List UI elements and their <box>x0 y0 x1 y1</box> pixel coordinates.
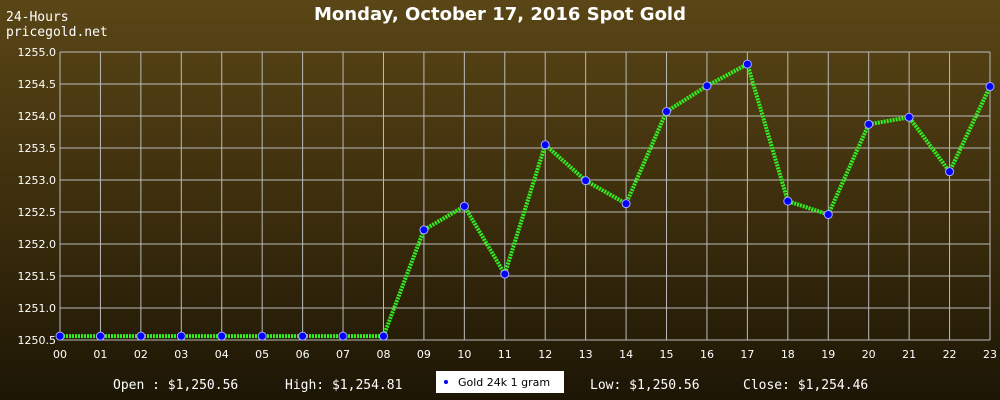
data-point <box>581 176 591 186</box>
x-tick-label: 22 <box>943 348 957 361</box>
x-tick-label: 09 <box>417 348 431 361</box>
x-tick-label: 14 <box>619 348 633 361</box>
source-label: 24-Hours pricegold.net <box>6 10 108 40</box>
data-point <box>257 331 267 341</box>
x-tick-label: 02 <box>134 348 148 361</box>
data-point <box>459 201 469 211</box>
series-gold <box>55 59 995 341</box>
x-tick-label: 11 <box>498 348 512 361</box>
data-point <box>621 199 631 209</box>
data-point <box>540 140 550 150</box>
data-point <box>783 196 793 206</box>
x-tick-label: 03 <box>174 348 188 361</box>
series-line <box>60 62 992 339</box>
x-tick-label: 01 <box>93 348 107 361</box>
x-tick-label: 13 <box>579 348 593 361</box>
data-point <box>378 331 388 341</box>
data-point <box>864 119 874 129</box>
x-tick-label: 08 <box>376 348 390 361</box>
data-point <box>823 210 833 220</box>
close-value: Close: $1,254.46 <box>743 378 869 393</box>
x-tick-label: 23 <box>983 348 997 361</box>
grid <box>59 51 991 341</box>
data-point <box>985 82 995 92</box>
chart-title: Monday, October 17, 2016 Spot Gold <box>314 4 686 25</box>
data-point <box>904 112 914 122</box>
y-tick-label: 1250.5 <box>18 334 57 347</box>
y-tick-label: 1254.5 <box>18 78 57 91</box>
y-tick-label: 1252.5 <box>18 206 57 219</box>
data-point <box>702 81 712 91</box>
x-tick-label: 18 <box>781 348 795 361</box>
data-point <box>662 107 672 117</box>
data-point <box>176 331 186 341</box>
data-point <box>500 269 510 279</box>
legend: Gold 24k 1 gram <box>436 371 564 393</box>
x-tick-label: 19 <box>821 348 835 361</box>
x-tick-label: 16 <box>700 348 714 361</box>
high-value: High: $1,254.81 <box>285 378 403 393</box>
axis-labels: 1250.5 1251.0 1251.5 1252.0 1252.5 1253.0 1253… <box>18 46 998 361</box>
x-tick-label: 12 <box>538 348 552 361</box>
data-point <box>338 331 348 341</box>
period-label: 24-Hours <box>6 10 69 25</box>
data-point <box>55 331 65 341</box>
low-value: Low: $1,250.56 <box>590 378 700 393</box>
x-tick-label: 21 <box>902 348 916 361</box>
y-tick-label: 1255.0 <box>18 46 57 59</box>
data-point <box>742 59 752 69</box>
site-label: pricegold.net <box>6 25 108 40</box>
legend-label: Gold 24k 1 gram <box>458 375 551 389</box>
x-tick-label: 15 <box>660 348 674 361</box>
data-point <box>419 225 429 235</box>
x-tick-label: 10 <box>457 348 471 361</box>
y-tick-label: 1252.0 <box>18 238 57 251</box>
x-tick-label: 00 <box>53 348 67 361</box>
y-tick-label: 1251.0 <box>18 302 57 315</box>
data-point <box>136 331 146 341</box>
x-tick-label: 04 <box>215 348 229 361</box>
x-tick-label: 20 <box>862 348 876 361</box>
summary-bar: Open : $1,250.56 High: $1,254.81 Low: $1… <box>0 370 1000 396</box>
data-point <box>217 331 227 341</box>
data-point <box>298 331 308 341</box>
y-tick-label: 1254.0 <box>18 110 57 123</box>
x-tick-label: 05 <box>255 348 269 361</box>
x-tick-label: 07 <box>336 348 350 361</box>
x-tick-label: 17 <box>740 348 754 361</box>
y-tick-label: 1253.0 <box>18 174 57 187</box>
data-point <box>95 331 105 341</box>
y-tick-label: 1251.5 <box>18 270 57 283</box>
y-tick-label: 1253.5 <box>18 142 57 155</box>
legend-marker-icon <box>444 380 448 384</box>
data-point <box>945 167 955 177</box>
open-value: Open : $1,250.56 <box>113 378 239 393</box>
x-tick-label: 06 <box>296 348 310 361</box>
